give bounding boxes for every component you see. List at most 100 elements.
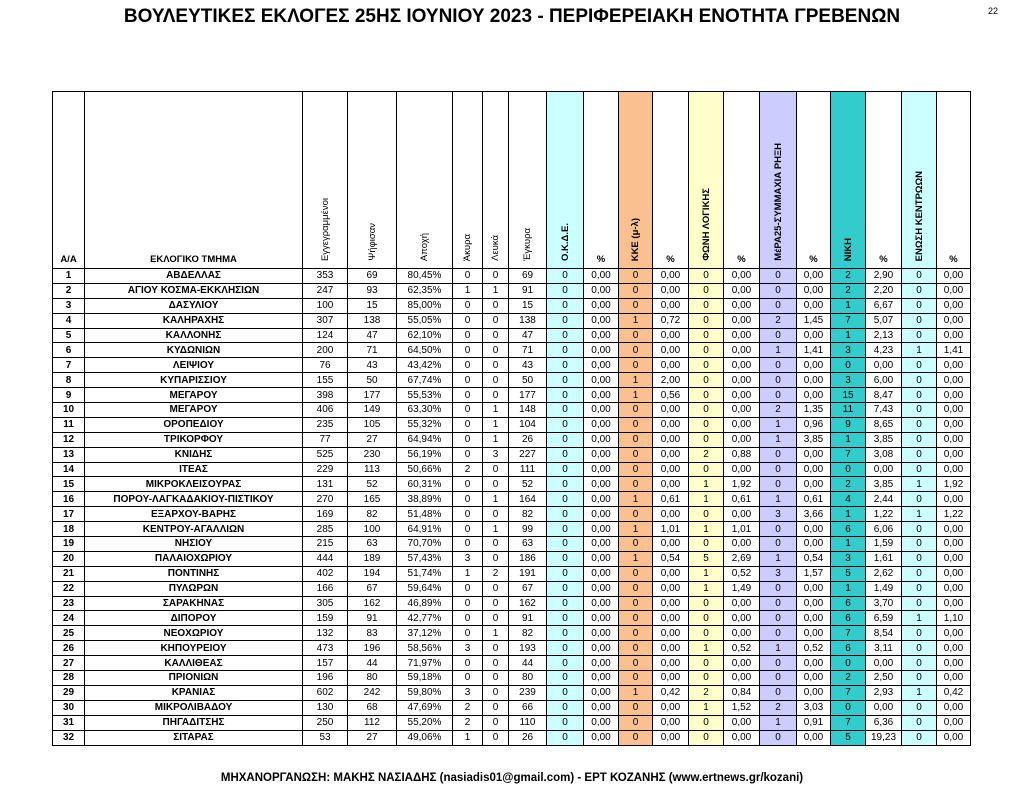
- table-cell: 0: [452, 670, 483, 686]
- table-cell: 1: [618, 521, 653, 538]
- table-cell: 7: [830, 684, 866, 701]
- table-cell: 473: [302, 640, 348, 657]
- table-cell: 4: [830, 491, 866, 508]
- table-cell: 5: [688, 550, 724, 567]
- table-cell: 1: [688, 565, 724, 582]
- table-cell: ΕΞΑΡΧΟΥ-ΒΑΡΗΣ: [84, 506, 303, 523]
- table-cell: 0,00: [796, 387, 831, 404]
- table-cell: 0: [618, 342, 653, 359]
- table-cell: 3,11: [865, 640, 902, 657]
- table-cell: 19: [52, 536, 85, 552]
- column-header: Ψήφισαν: [347, 91, 397, 269]
- table-cell: 0: [452, 610, 483, 627]
- table-cell: 0: [482, 729, 509, 746]
- table-cell: 93: [347, 282, 397, 299]
- table-cell: 59,18%: [396, 670, 453, 686]
- table-cell: 0,00: [652, 282, 689, 299]
- table-cell: 0,00: [796, 729, 831, 746]
- table-cell: 82: [508, 506, 547, 523]
- table-cell: 5: [830, 729, 866, 746]
- table-cell: 0,56: [652, 387, 689, 404]
- table-cell: 0: [546, 357, 584, 374]
- table-cell: 0,00: [583, 506, 619, 523]
- table-cell: 63,30%: [396, 402, 453, 418]
- table-cell: 0,72: [652, 312, 689, 329]
- table-cell: 3,70: [865, 595, 902, 612]
- table-cell: 177: [508, 387, 547, 404]
- table-cell: ΠΥΛΩΡΩΝ: [84, 580, 303, 597]
- table-row: 6 ΚΥΔΩΝΙΩΝ 200 71 64,50% 0 0 71 0 0,00 0 0,00 0 0,00 1…: [52, 342, 971, 359]
- table-cell: 43: [508, 357, 547, 374]
- table-cell: 398: [302, 387, 348, 404]
- table-cell: 0,00: [652, 402, 689, 418]
- table-cell: 50: [347, 372, 397, 389]
- table-cell: 104: [508, 416, 547, 433]
- table-cell: 15: [508, 297, 547, 314]
- table-cell: 0: [759, 282, 797, 299]
- table-cell: 1,45: [796, 312, 831, 329]
- table-cell: 305: [302, 595, 348, 612]
- table-cell: 148: [508, 402, 547, 418]
- table-cell: 2: [688, 446, 724, 463]
- table-cell: 0,00: [723, 595, 760, 612]
- table-cell: 0,00: [723, 670, 760, 686]
- column-header: Έγκυρα: [508, 91, 547, 269]
- table-row: 19 ΝΗΣΙΟΥ 215 63 70,70% 0 0 63 0 0,00 0 0,00 0 0,00 0 0…: [52, 536, 971, 552]
- table-cell: 0,52: [796, 640, 831, 657]
- table-cell: 1: [759, 714, 797, 731]
- table-cell: 124: [302, 327, 348, 344]
- table-cell: 2: [759, 312, 797, 329]
- table-row: 7 ΛΕΙΨΙΟΥ 76 43 43,42% 0 0 43 0 0,00 0 0,00 0 0,00 0 0,…: [52, 357, 971, 374]
- table-cell: 2: [688, 684, 724, 701]
- table-cell: 0: [482, 655, 509, 672]
- table-cell: 0: [901, 387, 937, 404]
- table-cell: 0: [759, 610, 797, 627]
- table-cell: 0,00: [796, 595, 831, 612]
- table-cell: 162: [508, 595, 547, 612]
- table-cell: 0,00: [936, 521, 971, 538]
- header-text: ΜέΡΑ25-ΣΥΜΜΑΧΙΑ ΡΗΞΗ: [772, 143, 784, 261]
- table-cell: 0: [546, 565, 584, 582]
- table-cell: ΔΙΠΟΡΟΥ: [84, 610, 303, 627]
- table-cell: 17: [52, 506, 85, 523]
- table-cell: 0: [901, 670, 937, 686]
- table-cell: 0: [688, 297, 724, 314]
- table-cell: 0: [618, 655, 653, 672]
- table-cell: 0: [482, 476, 509, 493]
- table-cell: 0: [688, 372, 724, 389]
- table-cell: 0: [901, 312, 937, 329]
- table-cell: 3: [830, 550, 866, 567]
- table-cell: 1: [830, 506, 866, 523]
- footer: ΜΗΧΑΝΟΡΓΑΝΩΣΗ: ΜΑΚΗΣ ΝΑΣΙΑΔΗΣ (nasiadis0…: [220, 772, 804, 784]
- table-cell: 0: [546, 312, 584, 329]
- header-text: Αποχή: [419, 232, 430, 261]
- column-header: ΦΩΝΗ ΛΟΓΙΚΗΣ: [688, 91, 724, 269]
- table-cell: 76: [302, 357, 348, 374]
- table-cell: 0: [618, 536, 653, 552]
- table-cell: ΚΥΔΩΝΙΩΝ: [84, 342, 303, 359]
- table-cell: 6,36: [865, 714, 902, 731]
- table-cell: 0: [901, 327, 937, 344]
- table-cell: 0: [688, 461, 724, 478]
- table-cell: 0: [759, 655, 797, 672]
- table-row: 15 ΜΙΚΡΟΚΛΕΙΣΟΥΡΑΣ 131 52 60,31% 0 0 52 0 0,00 0 0,…: [52, 476, 971, 493]
- table-cell: 0,00: [652, 640, 689, 657]
- table-cell: 69: [508, 268, 547, 284]
- table-cell: 59,64%: [396, 580, 453, 597]
- table-cell: 112: [347, 714, 397, 731]
- table-cell: 155: [302, 372, 348, 389]
- table-cell: 2,69: [723, 550, 760, 567]
- table-cell: 0,00: [583, 372, 619, 389]
- table-cell: 1: [688, 640, 724, 657]
- table-cell: 0: [901, 655, 937, 672]
- table-cell: 0: [546, 491, 584, 508]
- table-cell: 69: [347, 268, 397, 284]
- table-cell: 0,00: [723, 342, 760, 359]
- table-cell: ΠΑΛΑΙΟΧΩΡΙΟΥ: [84, 550, 303, 567]
- table-cell: ΣΑΡΑΚΗΝΑΣ: [84, 595, 303, 612]
- table-cell: 0: [618, 268, 653, 284]
- table-cell: 50: [508, 372, 547, 389]
- table-cell: 0: [482, 297, 509, 314]
- table-cell: 0,00: [583, 446, 619, 463]
- header-text: ΚΚΕ (μ-λ): [630, 217, 641, 261]
